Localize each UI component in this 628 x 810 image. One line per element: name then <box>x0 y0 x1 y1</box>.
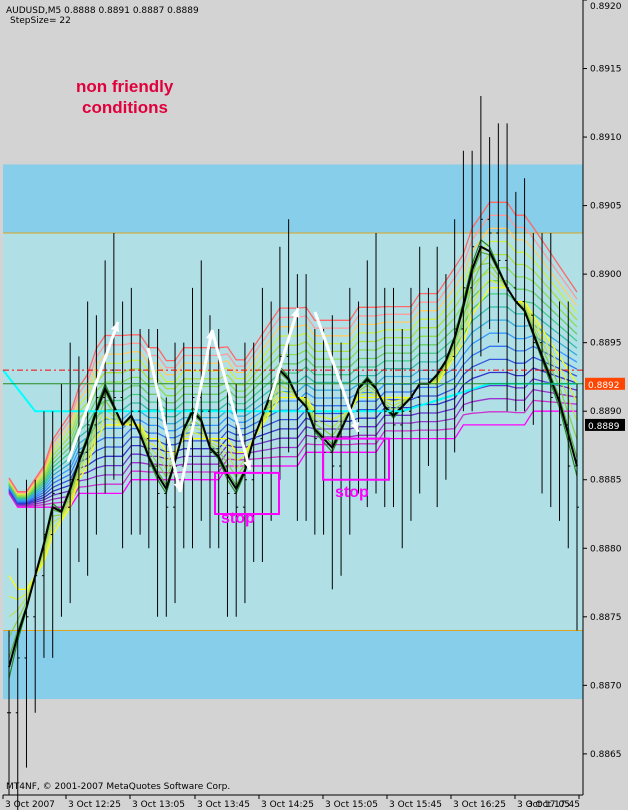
y-tick-label: 0.8875 <box>590 613 622 623</box>
x-tick-label: 3 Oct 17:05 <box>517 800 570 810</box>
arrow-1 <box>146 347 182 493</box>
note-line2: conditions <box>82 98 168 117</box>
price-axis: 0.8865 0.8870 0.8875 0.8880 0.8885 0.8890 0.88… <box>3 0 625 796</box>
y-tick-label: 0.8915 <box>590 65 622 75</box>
y-tick-label: 0.8880 <box>590 544 622 554</box>
stop-label-1: stop <box>221 510 255 527</box>
y-tick-label: 0.8900 <box>590 270 622 280</box>
x-tick-label: 3 Oct 17:45 <box>527 800 580 810</box>
last-tag-label: 0.8889 <box>588 422 620 432</box>
ribbon-line-13 <box>8 253 578 496</box>
fan-line-1 <box>8 278 578 601</box>
candles-layer <box>7 95 579 810</box>
note-line1: non friendly <box>76 77 174 96</box>
y-tick-label: 0.8870 <box>590 681 622 691</box>
y-tick-label: 0.8865 <box>590 750 622 760</box>
stop-label-2: stop <box>335 484 369 501</box>
x-tick-label: 3 Oct 14:25 <box>261 800 314 810</box>
x-tick-label: 3 Oct 16:25 <box>453 800 506 810</box>
x-tick-label: 3 Oct 13:45 <box>197 800 250 810</box>
ribbon-line-16 <box>8 214 578 494</box>
ribbon-line-2 <box>8 388 578 506</box>
main-ma-line <box>8 245 578 668</box>
arrowhead-0 <box>110 322 120 332</box>
symbol-header: AUDUSD,M5 0.8888 0.8891 0.8887 0.8889 <box>6 6 199 16</box>
arrowhead-5 <box>350 422 360 432</box>
lower-band <box>3 630 583 700</box>
arrow-5 <box>313 311 360 433</box>
copyright-footer: MT4NF, © 2001-2007 MetaQuotes Software C… <box>6 782 230 792</box>
bid-tag <box>585 377 625 390</box>
ma-ribbon <box>2 201 578 679</box>
ribbon-line-17 <box>8 201 578 493</box>
x-tick-label: 3 Oct 15:05 <box>325 800 378 810</box>
y-tick-label: 0.8890 <box>590 407 622 417</box>
y-tick-label: 0.8895 <box>590 339 622 349</box>
x-tick-label: 3 Oct 15:45 <box>389 800 442 810</box>
x-tick-label: 3 Oct 13:05 <box>132 800 185 810</box>
ribbon-line-3 <box>8 378 578 506</box>
arrow-2 <box>178 329 214 493</box>
ribbon-line-5 <box>8 356 578 504</box>
arrow-4 <box>268 307 300 401</box>
time-axis: 3 Oct 2007 3 Oct 12:25 3 Oct 13:05 3 Oct 13… <box>2 795 580 810</box>
ribbon-line-7 <box>8 332 578 502</box>
y-tick-label: 0.8905 <box>590 202 622 212</box>
arrowhead-4 <box>291 308 300 318</box>
fan-line-3 <box>8 262 578 638</box>
ribbon-line-1 <box>8 399 578 507</box>
arrow-0 <box>66 321 120 463</box>
bid-tag-label: 0.8892 <box>588 381 620 391</box>
x-tick-label: 3 Oct 12:25 <box>68 800 121 810</box>
ribbon-line-0 <box>8 410 577 508</box>
y-tick-label: 0.8910 <box>590 133 622 143</box>
upper-band <box>3 164 583 234</box>
ribbon-line-4 <box>8 367 578 505</box>
stop-box-1 <box>214 471 280 516</box>
arrow-3 <box>210 329 252 471</box>
last-tag <box>585 418 625 431</box>
x-tick-label: 3 Oct 2007 <box>5 800 55 810</box>
stepsize-label: StepSize= 22 <box>10 16 71 26</box>
y-tick-label: 0.8885 <box>590 476 622 486</box>
overlay-layer <box>3 307 583 516</box>
y-tick-label: 0.8920 <box>590 2 622 12</box>
arrowhead-3 <box>243 460 252 470</box>
fan-line-0 <box>8 287 578 590</box>
stop-box-2 <box>322 437 390 481</box>
